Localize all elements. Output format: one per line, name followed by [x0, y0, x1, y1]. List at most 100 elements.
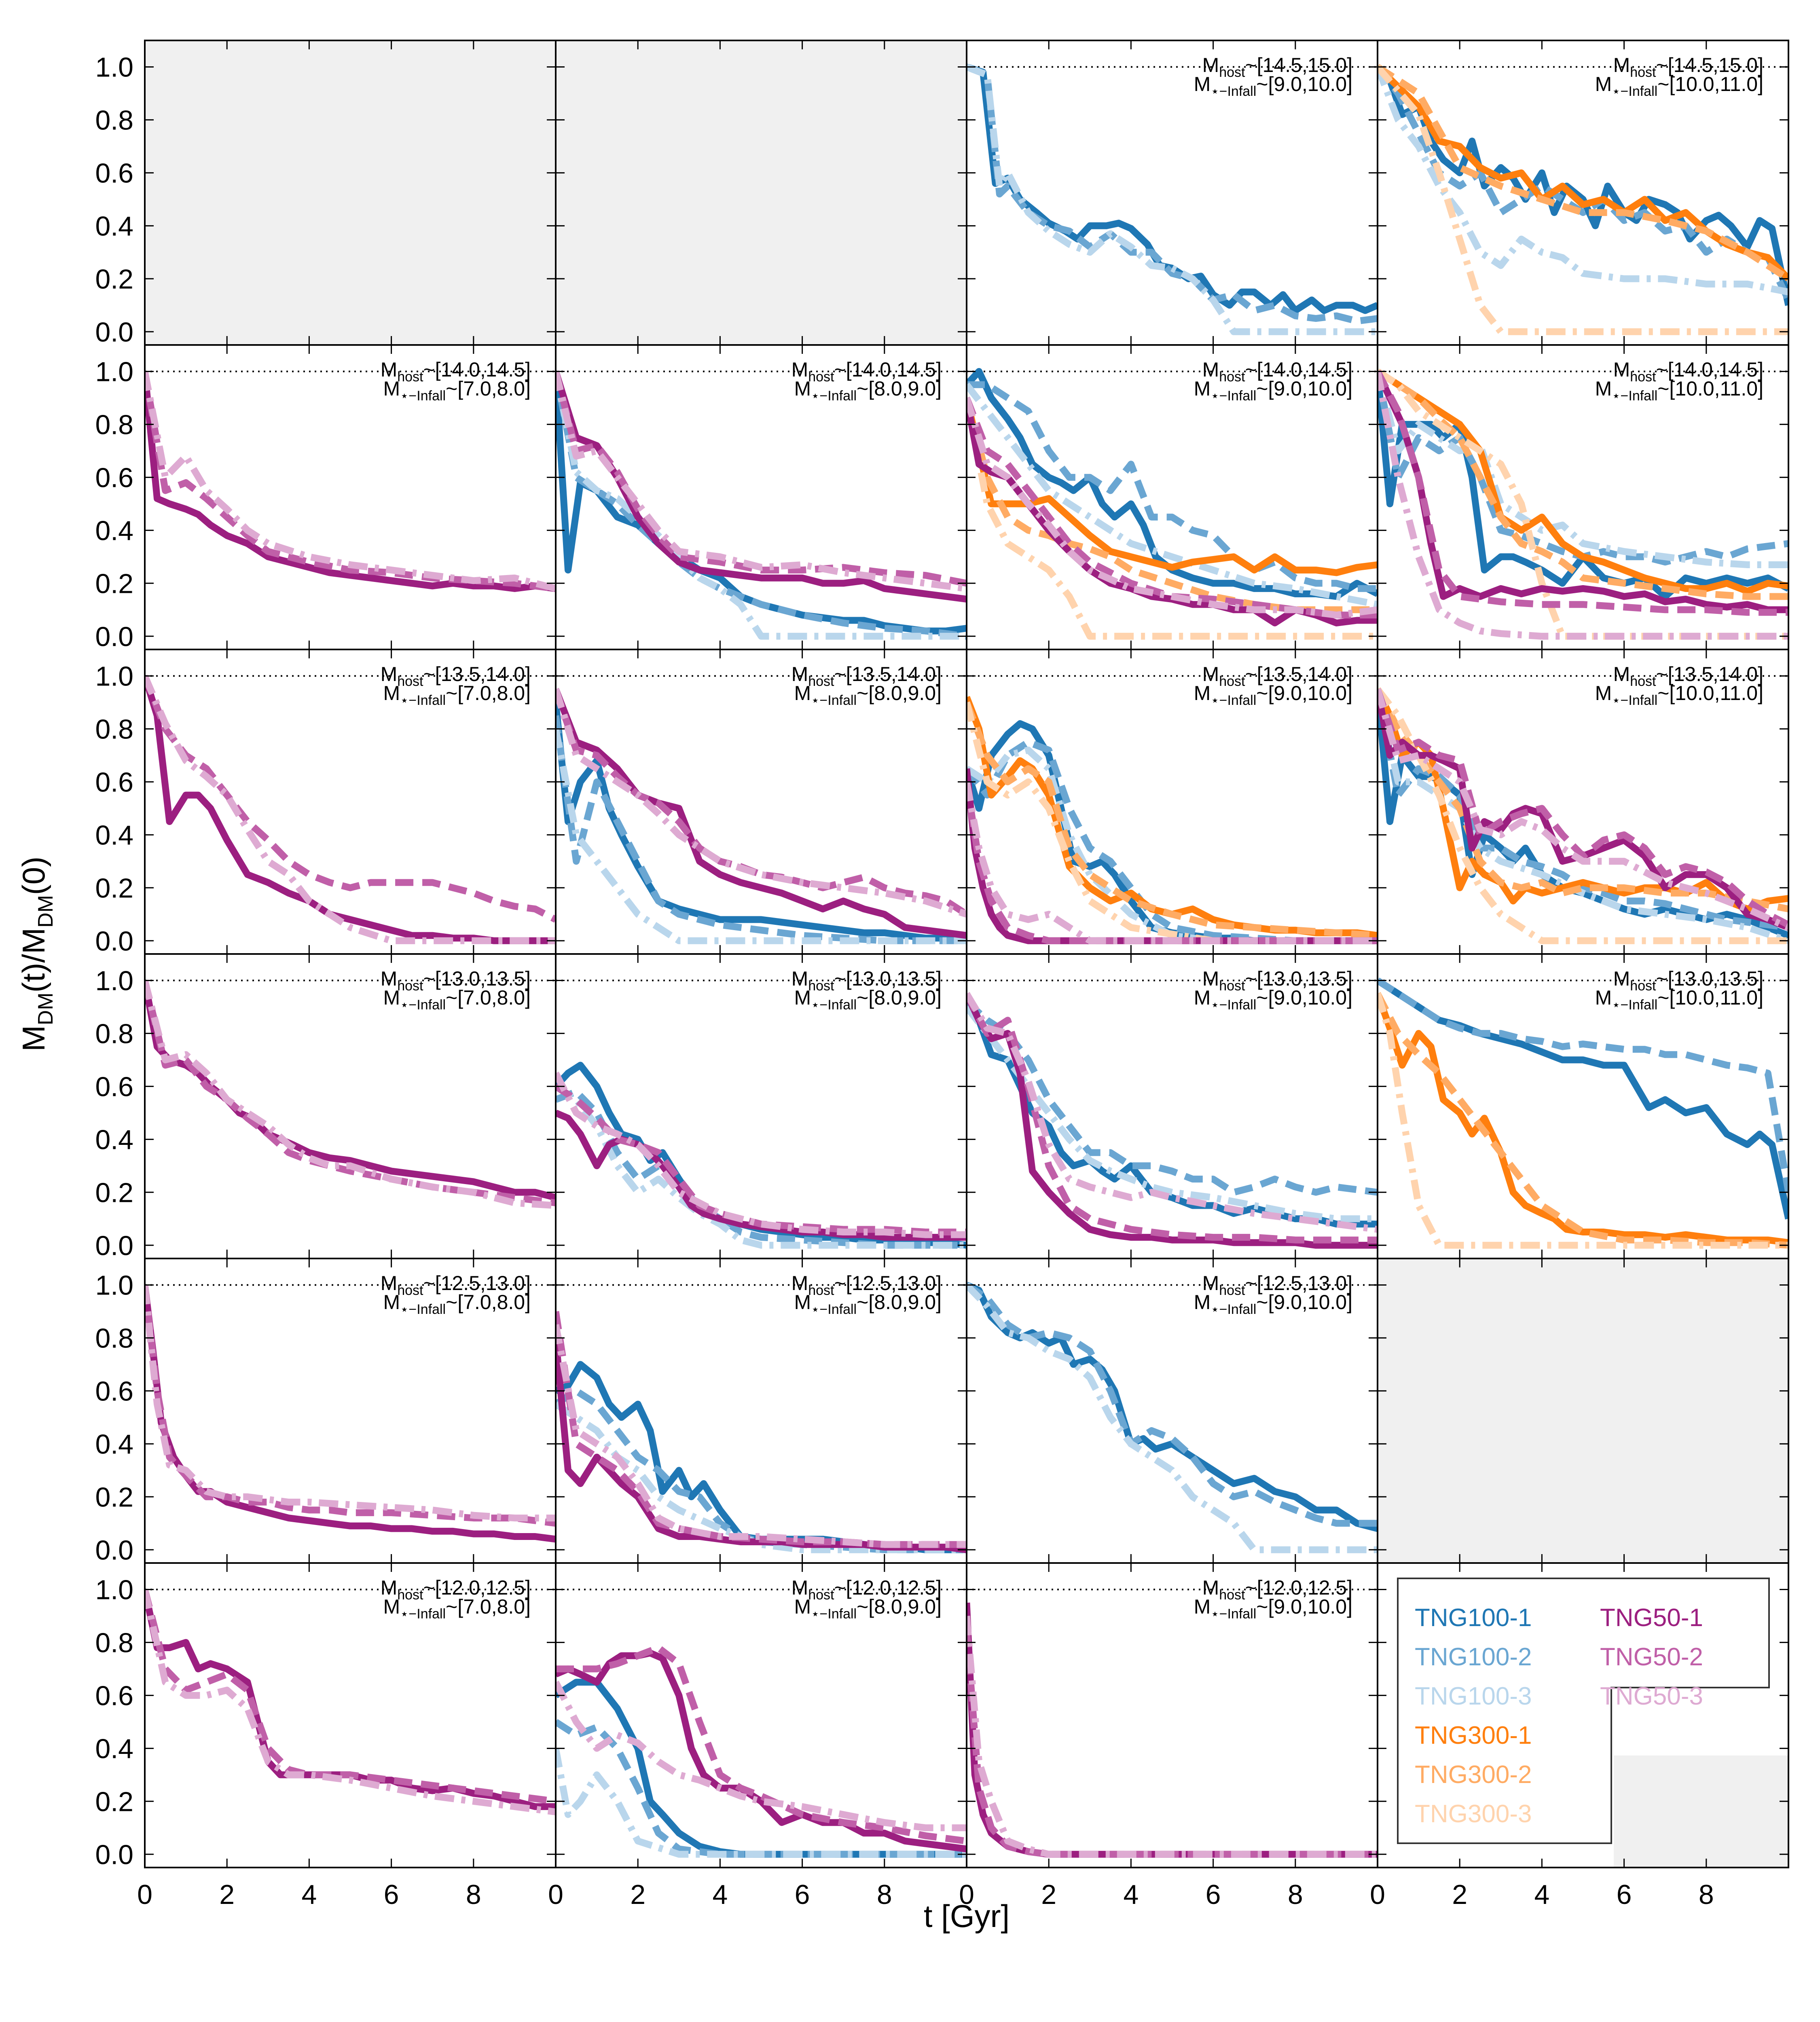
panel-r2-c2: Mhost~[13.5,14.0]M⋆−Infall~[9.0,10.0] [966, 649, 1378, 955]
series-line-tng100-2 [556, 715, 967, 944]
series-line-tng50-1 [556, 1337, 967, 1553]
y-tick-label: 0.8 [95, 1323, 133, 1354]
panel-label-stellar: M⋆−Infall~[7.0,8.0] [383, 1291, 531, 1317]
panel-label-host: Mhost~[14.5,15.0] [1613, 54, 1763, 80]
series-line-tng300-1 [967, 397, 1378, 576]
series-line-tng50-1 [556, 1110, 967, 1241]
panel-grid: 0.00.20.40.60.81.0 Mhost~[14.5,15.0]M⋆−In… [95, 40, 1789, 1910]
series-line-tng50-3 [967, 781, 1378, 944]
series-line-tng100-2 [967, 999, 1378, 1196]
series-group [1378, 368, 1788, 640]
y-tick-label: 0.4 [95, 1429, 133, 1459]
series-group [967, 992, 1378, 1249]
panel-label-host: Mhost~[12.5,13.0] [1202, 1272, 1352, 1298]
series-group [556, 1062, 967, 1249]
series-line-tng300-2 [1378, 368, 1788, 600]
x-tick-label: 0 [548, 1879, 563, 1910]
series-line-tng50-1 [556, 688, 967, 939]
legend-entry-tng100-3: TNG100-3 [1415, 1682, 1532, 1710]
series-line-tng100-2 [556, 1387, 967, 1553]
series-line-tng300-3 [1378, 992, 1788, 1249]
panel-label-host: Mhost~[12.0,12.5] [1202, 1576, 1352, 1603]
series-line-tng50-1 [145, 675, 556, 944]
panel-r0-c1 [555, 40, 967, 346]
series-line-tng100-2 [967, 381, 1378, 592]
series-line-tng50-3 [145, 979, 556, 1209]
panel-label-host: Mhost~[12.5,13.0] [791, 1272, 942, 1298]
series-group [967, 368, 1378, 640]
panel-r3-c2: Mhost~[13.0,13.5]M⋆−Infall~[9.0,10.0] [966, 953, 1378, 1259]
x-tick-label: 8 [466, 1879, 481, 1910]
series-line-tng100-3 [1378, 66, 1788, 296]
y-axis-title: MDM(t)/MDM(0) [16, 857, 57, 1051]
panel-frame [1377, 1562, 1789, 1868]
series-line-tng50-2 [556, 688, 967, 917]
panel-label-stellar: M⋆−Infall~[10.0,11.0] [1595, 682, 1763, 708]
panel-empty-fill [1378, 1258, 1788, 1563]
panel-label-stellar: M⋆−Infall~[9.0,10.0] [1194, 377, 1352, 404]
panel-r1-c3: Mhost~[14.0,14.5]M⋆−Infall~[10.0,11.0] [1377, 344, 1789, 650]
panel-label-stellar: M⋆−Infall~[7.0,8.0] [383, 682, 531, 708]
x-tick-label: 6 [1617, 1879, 1632, 1910]
x-tick-label: 6 [1206, 1879, 1221, 1910]
panel-label-host: Mhost~[13.0,13.5] [791, 967, 942, 994]
series-line-tng50-3 [145, 675, 556, 944]
panel-r4-c2: Mhost~[12.5,13.0]M⋆−Infall~[9.0,10.0] [966, 1258, 1378, 1564]
panel-r5-c3: 0 2 4 6 8 [1370, 1562, 1789, 1910]
series-line-tng100-1 [967, 1282, 1378, 1532]
series-line-tng100-1 [1378, 64, 1788, 306]
panel-label-stellar: M⋆−Infall~[8.0,9.0] [794, 377, 942, 404]
series-line-tng50-3 [145, 1284, 556, 1522]
series-line-tng300-1 [967, 696, 1378, 939]
series-line-tng100-1 [967, 720, 1378, 944]
series-line-tng100-3 [556, 370, 967, 640]
panel-r2-c0: Mhost~[13.5,14.0]M⋆−Infall~[7.0,8.0]0.00… [95, 649, 557, 956]
panel-label-stellar: M⋆−Infall~[9.0,10.0] [1194, 986, 1352, 1013]
legend-entry-tng50-2: TNG50-2 [1600, 1643, 1703, 1671]
x-axis-title: t [Gyr] [924, 1898, 1009, 1934]
x-tick-label: 4 [1534, 1879, 1549, 1910]
y-tick-label: 1.0 [95, 661, 133, 692]
series-line-tng100-1 [556, 702, 967, 944]
y-tick-label: 0.2 [95, 1482, 133, 1512]
y-tick-label: 0.4 [95, 820, 133, 850]
panel-r3-c0: Mhost~[13.0,13.5]M⋆−Infall~[7.0,8.0]0.00… [95, 953, 557, 1261]
series-line-tng50-1 [145, 371, 556, 592]
x-tick-label: 2 [219, 1879, 235, 1910]
panel-label-stellar: M⋆−Infall~[10.0,11.0] [1595, 986, 1763, 1013]
series-line-tng50-3 [967, 1616, 1378, 1858]
y-tick-label: 0.6 [95, 158, 133, 188]
x-tick-label: 8 [1699, 1879, 1714, 1910]
series-line-tng100-1 [967, 368, 1378, 600]
y-tick-label: 0.6 [95, 1680, 133, 1711]
series-line-tng300-1 [1378, 368, 1788, 595]
legend-entry-tng50-3: TNG50-3 [1600, 1682, 1703, 1710]
series-line-tng50-3 [556, 688, 967, 918]
series-line-tng100-3 [556, 1747, 967, 1858]
series-line-tng100-3 [556, 728, 967, 944]
panel-r4-c1: Mhost~[12.5,13.0]M⋆−Infall~[8.0,9.0] [555, 1258, 967, 1564]
panel-label-stellar: M⋆−Infall~[7.0,8.0] [383, 377, 531, 404]
series-line-tng100-2 [1378, 977, 1788, 1193]
panel-label-host: Mhost~[12.0,12.5] [381, 1576, 531, 1603]
legend-entry-tng300-2: TNG300-2 [1415, 1761, 1532, 1789]
series-line-tng50-2 [1378, 370, 1788, 616]
y-tick-label: 0.8 [95, 409, 133, 440]
series-line-tng100-2 [967, 63, 1378, 325]
y-tick-label: 0.0 [95, 621, 133, 652]
y-tick-label: 0.6 [95, 767, 133, 797]
x-tick-label: 2 [630, 1879, 645, 1910]
series-line-tng50-3 [556, 1324, 967, 1548]
series-line-tng50-2 [145, 979, 556, 1206]
x-tick-label: 0 [1370, 1879, 1385, 1910]
y-tick-label: 0.8 [95, 1018, 133, 1049]
panel-r0-c2: Mhost~[14.5,15.0]M⋆−Infall~[9.0,10.0] [966, 40, 1378, 346]
y-tick-label: 0.2 [95, 873, 133, 903]
series-line-tng50-1 [967, 992, 1378, 1249]
panel-label-stellar: M⋆−Infall~[8.0,9.0] [794, 682, 942, 708]
panel-label-host: Mhost~[14.0,14.5] [1613, 358, 1763, 385]
y-tick-label: 0.0 [95, 1230, 133, 1261]
y-tick-label: 1.0 [95, 356, 133, 387]
series-line-tng300-2 [1378, 992, 1788, 1249]
